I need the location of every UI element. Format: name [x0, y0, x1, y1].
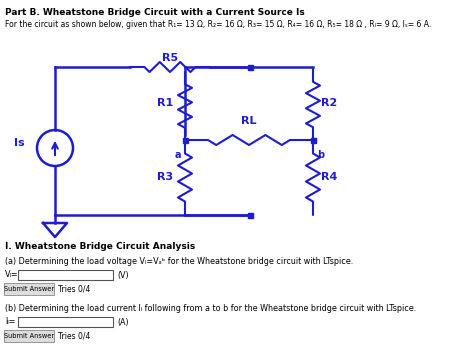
Text: R5: R5	[162, 53, 178, 63]
Text: Part B. Wheatstone Bridge Circuit with a Current Source Is: Part B. Wheatstone Bridge Circuit with a…	[5, 8, 305, 17]
Text: (b) Determining the load current Iₗ following from a to b for the Wheatstone bri: (b) Determining the load current Iₗ foll…	[5, 304, 416, 313]
Text: (A): (A)	[117, 318, 128, 327]
FancyBboxPatch shape	[4, 283, 54, 295]
Text: Tries 0/4: Tries 0/4	[58, 284, 91, 294]
Text: Submit Answer: Submit Answer	[4, 333, 54, 339]
Bar	[183, 138, 188, 143]
Bar	[311, 138, 316, 143]
Text: b: b	[317, 150, 324, 160]
Text: I. Wheatstone Bridge Circuit Analysis: I. Wheatstone Bridge Circuit Analysis	[5, 242, 195, 251]
Text: For the circuit as shown below, given that R₁= 13 Ω, R₂= 16 Ω, R₃= 15 Ω, R₄= 16 : For the circuit as shown below, given th…	[5, 20, 431, 29]
Text: R3: R3	[157, 172, 173, 182]
Bar	[248, 213, 253, 218]
Text: Vₗ=: Vₗ=	[5, 270, 18, 279]
Text: R4: R4	[321, 172, 337, 182]
Text: Submit Answer: Submit Answer	[4, 286, 54, 292]
Text: (a) Determining the load voltage Vₗ=Vₐᵇ for the Wheatstone bridge circuit with L: (a) Determining the load voltage Vₗ=Vₐᵇ …	[5, 257, 353, 266]
FancyBboxPatch shape	[18, 270, 113, 280]
Text: Tries 0/4: Tries 0/4	[58, 332, 91, 340]
FancyBboxPatch shape	[18, 317, 113, 327]
FancyBboxPatch shape	[4, 330, 54, 342]
Text: (V): (V)	[117, 271, 128, 280]
Text: R1: R1	[157, 98, 173, 108]
Text: R2: R2	[321, 98, 337, 108]
Text: a: a	[174, 150, 181, 160]
Text: RL: RL	[241, 116, 257, 126]
Text: Iₗ=: Iₗ=	[5, 317, 15, 326]
Text: Is: Is	[14, 138, 25, 148]
Bar	[248, 65, 253, 70]
